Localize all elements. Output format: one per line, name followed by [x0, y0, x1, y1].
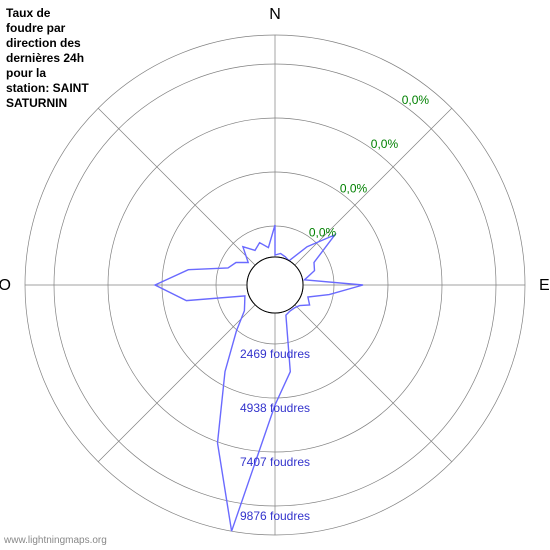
grid-spoke — [98, 108, 275, 285]
ring-label-count: 4938 foudres — [240, 401, 310, 415]
ring-label-percent: 0,0% — [402, 93, 430, 107]
credit-text: www.lightningmaps.org — [4, 535, 107, 546]
ring-label-percent: 0,0% — [309, 226, 337, 240]
ring-label-count: 9876 foudres — [240, 509, 310, 523]
ring-label-count: 2469 foudres — [240, 347, 310, 361]
cardinal-label: N — [269, 6, 281, 23]
hub-circle-top — [247, 257, 303, 313]
grid-spoke — [275, 285, 452, 462]
polar-chart: NESO0,0%0,0%0,0%0,0%2469 foudres4938 fou… — [0, 0, 550, 550]
ring-label-count: 7407 foudres — [240, 455, 310, 469]
cardinal-label: E — [539, 277, 550, 294]
cardinal-label: O — [0, 277, 11, 294]
grid-spoke — [275, 108, 452, 285]
ring-label-percent: 0,0% — [371, 137, 399, 151]
ring-label-percent: 0,0% — [340, 181, 368, 195]
grid-spoke — [98, 285, 275, 462]
